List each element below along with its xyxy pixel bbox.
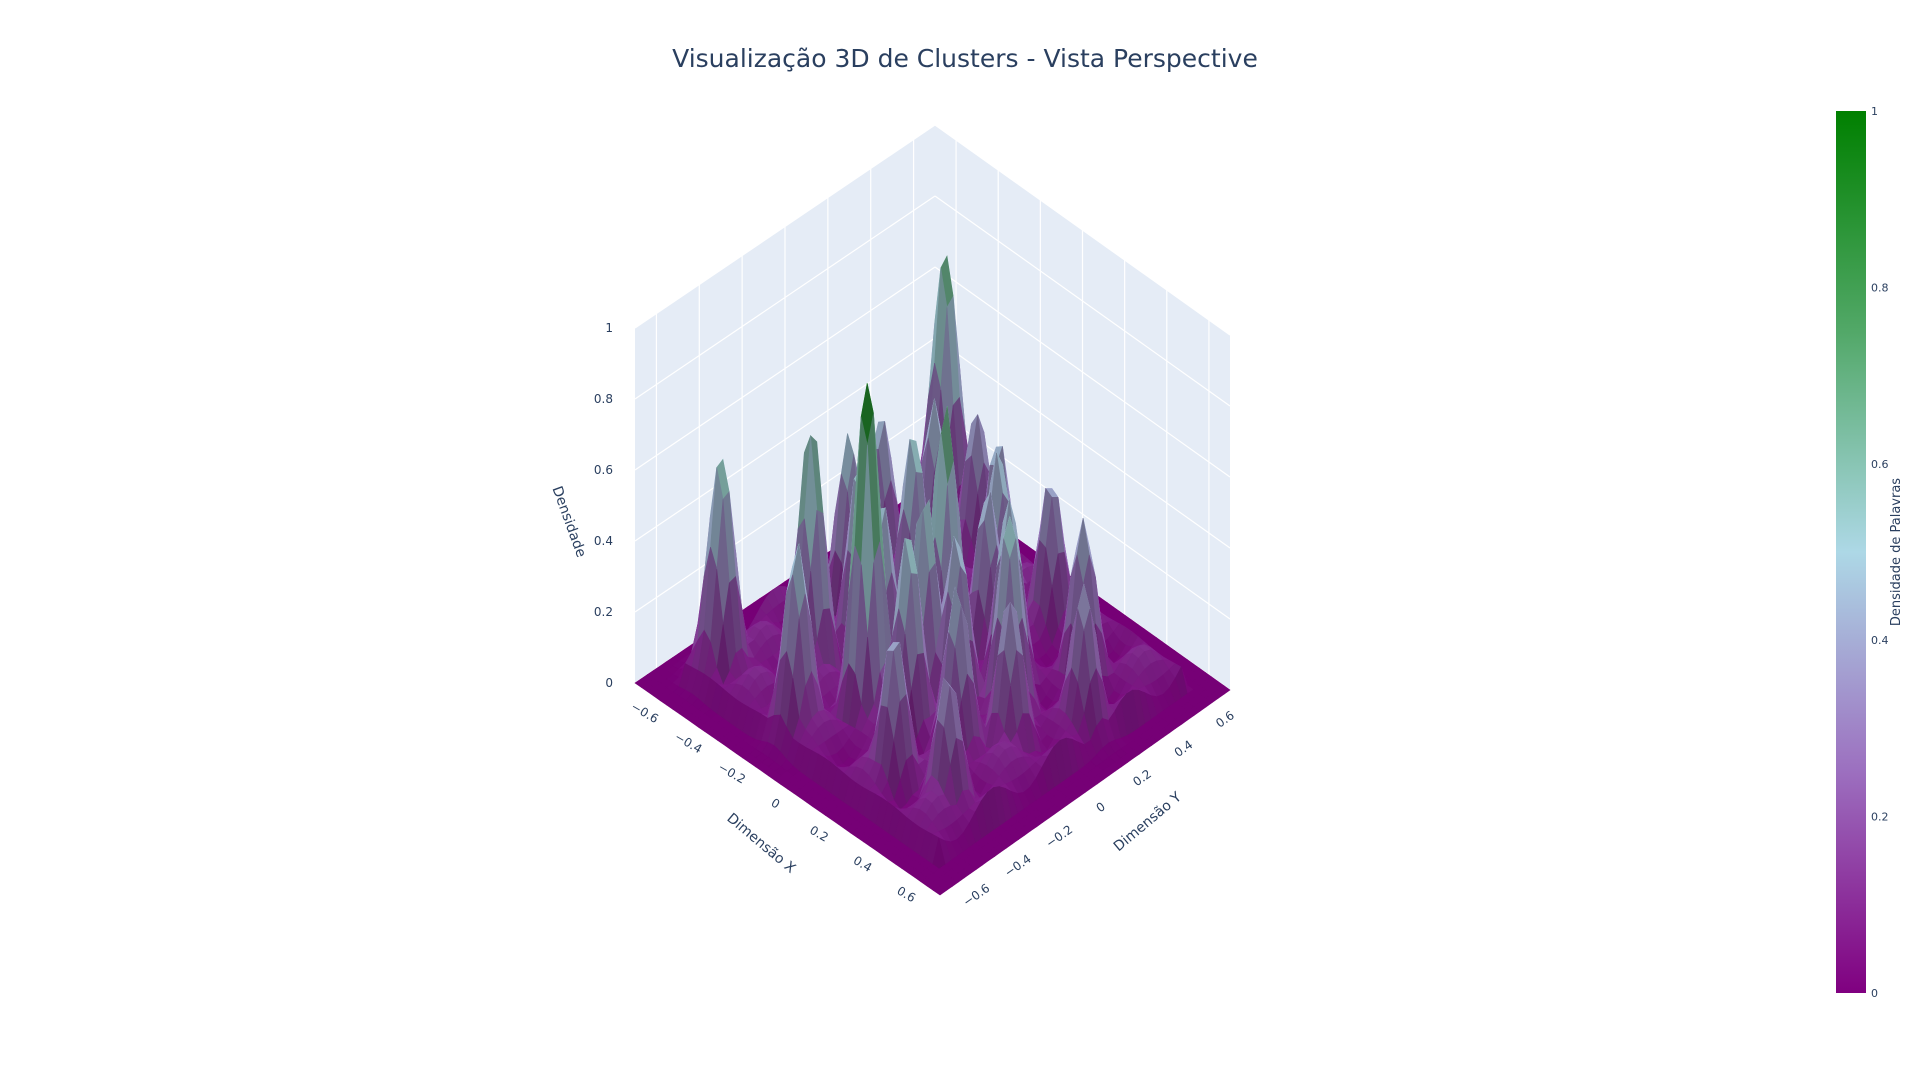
- x-tick-label: −0.2: [716, 760, 748, 787]
- y-tick-label: 0: [1094, 799, 1108, 815]
- gridline-z-left: [634, 195, 936, 400]
- y-tick-label: 0.4: [1172, 737, 1196, 759]
- gridline-z-right: [934, 337, 1231, 549]
- gridline-z-left: [634, 266, 936, 471]
- z-tick-label: 1: [605, 321, 613, 335]
- colorbar-tick-label: 1: [1871, 105, 1878, 118]
- y-tick-label: −0.6: [960, 881, 992, 909]
- gridline-z-right: [934, 195, 1231, 407]
- z-tick-label: 0: [605, 676, 613, 690]
- z-tick-label: 0.2: [594, 605, 613, 619]
- z-tick-label: 0.8: [594, 392, 613, 406]
- gridline-z-left: [634, 124, 936, 329]
- chart-title: Visualização 3D de Clusters - Vista Pers…: [672, 44, 1258, 73]
- colorbar-tick-label: 0.4: [1871, 634, 1889, 647]
- x-axis-title: Dimensão X: [724, 810, 799, 877]
- gridline-z-right: [934, 266, 1231, 478]
- colorbar-bar: [1836, 111, 1866, 993]
- y-tick-label: 0.2: [1130, 767, 1154, 789]
- z-axis-title: Densidade: [549, 484, 589, 559]
- gridline-z-right: [934, 124, 1231, 336]
- x-tick-label: −0.6: [629, 699, 661, 726]
- z-tick-label: 0.4: [594, 534, 613, 548]
- colorbar: 0 0.2 0.4 0.6 0.8 1 Densidade de Palavras: [1836, 105, 1904, 1000]
- colorbar-title: Densidade de Palavras: [1889, 478, 1904, 626]
- z-tick-label: 0.6: [594, 463, 613, 477]
- x-tick-label: 0.2: [807, 823, 831, 845]
- colorbar-tick-label: 0.8: [1871, 281, 1889, 294]
- colorbar-tick-label: 0.2: [1871, 811, 1889, 824]
- x-tick-label: −0.4: [672, 730, 704, 757]
- x-tick-label: 0.6: [894, 884, 918, 906]
- y-axis-title: Dimensão Y: [1111, 789, 1185, 855]
- colorbar-tick-label: 0: [1871, 987, 1878, 1000]
- y-tick-label: −0.4: [1002, 852, 1034, 880]
- surface-mesh: [634, 255, 1231, 896]
- gridline-z-left: [634, 337, 936, 542]
- x-tick-label: 0: [769, 796, 783, 812]
- surface-cell: [933, 885, 947, 896]
- y-tick-label: 0.6: [1213, 708, 1237, 730]
- x-tick-label: 0.4: [851, 853, 875, 875]
- y-tick-label: −0.2: [1043, 822, 1075, 850]
- colorbar-tick-label: 0.6: [1871, 458, 1889, 471]
